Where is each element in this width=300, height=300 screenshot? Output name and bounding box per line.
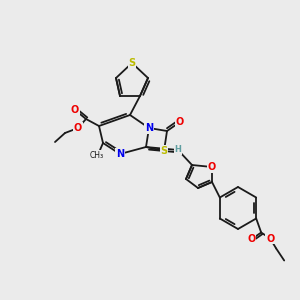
Text: H: H: [175, 146, 182, 154]
Text: S: S: [160, 146, 168, 156]
Text: S: S: [128, 58, 136, 68]
Text: CH₃: CH₃: [90, 151, 104, 160]
Text: N: N: [145, 123, 153, 133]
Text: O: O: [208, 162, 216, 172]
Text: N: N: [116, 149, 124, 159]
Text: O: O: [266, 233, 274, 244]
Text: O: O: [176, 117, 184, 127]
Text: O: O: [71, 105, 79, 115]
Text: O: O: [247, 235, 255, 244]
Text: O: O: [74, 123, 82, 133]
